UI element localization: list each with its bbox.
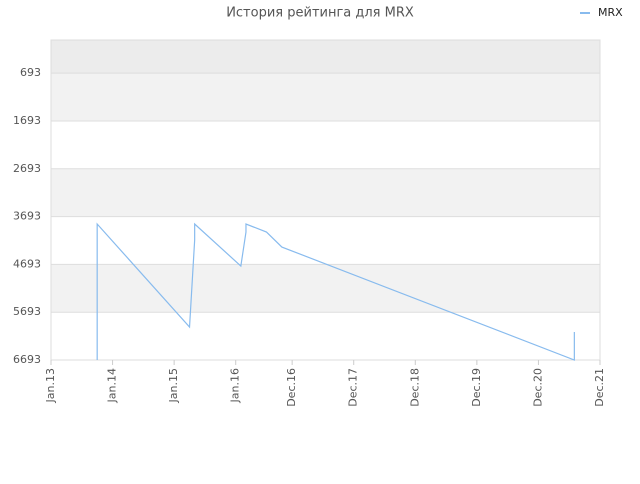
x-tick-label: Dec.20 [531, 368, 544, 407]
x-tick-label: Dec.19 [470, 368, 483, 407]
y-tick-label: 6693 [13, 353, 41, 366]
band [51, 73, 600, 121]
band [51, 120, 600, 169]
band [51, 312, 600, 360]
x-tick-label: Jan.13 [44, 368, 57, 403]
band [51, 40, 600, 74]
chart-title: История рейтинга для MRX [226, 6, 414, 21]
x-tick-label: Dec.21 [593, 368, 606, 407]
line [96, 222, 575, 361]
y-tick-label: 1693 [13, 114, 41, 127]
x-tick-label: Dec.16 [285, 368, 298, 407]
y-tick-label: 4693 [13, 257, 41, 270]
y-tick-label: 693 [20, 66, 41, 79]
band [51, 216, 600, 265]
band [51, 264, 600, 313]
y-tick-label: 5693 [13, 305, 41, 318]
y-tick-label: 2693 [13, 162, 41, 175]
x-tick-label: Jan.15 [167, 368, 180, 403]
band [51, 168, 600, 217]
x-tick-label: Jan.14 [106, 368, 119, 403]
x-tick-label: Dec.18 [408, 368, 421, 407]
legend-label: MRX [598, 6, 623, 19]
x-tick-label: Dec.17 [347, 368, 360, 407]
x-tick-label: Jan.16 [229, 368, 242, 403]
y-tick-label: 3693 [13, 210, 41, 223]
